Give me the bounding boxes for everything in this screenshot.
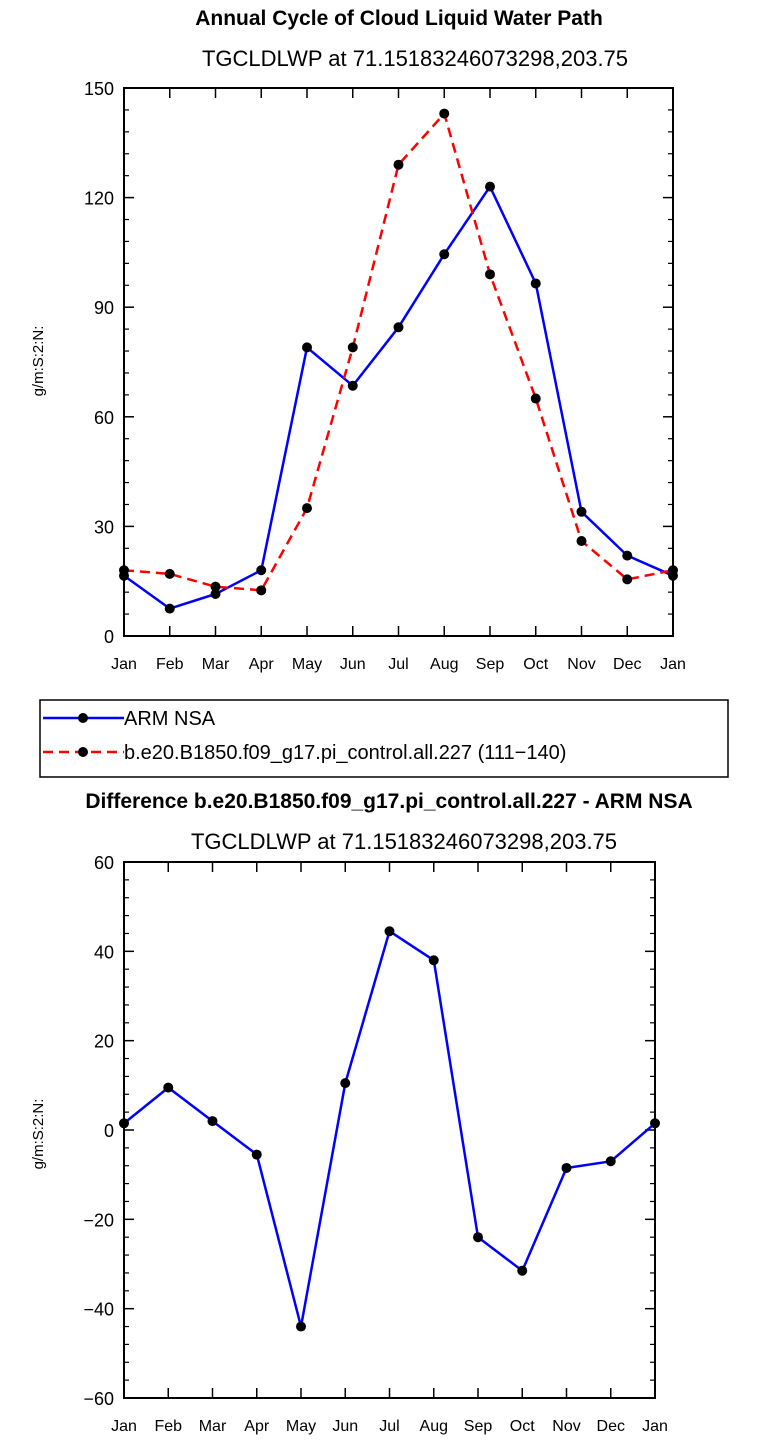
chart1-series-1-point <box>485 181 495 192</box>
chart2-series-1-point <box>119 1118 129 1129</box>
chart1-series-1-point <box>164 603 175 614</box>
chart1-ytick-label: 60 <box>94 408 114 428</box>
chart1-ytick-label: 150 <box>84 79 114 99</box>
chart2-ytick-label: 0 <box>104 1121 114 1141</box>
chart2-series-1-point <box>296 1321 306 1332</box>
chart2-xtick-label: Mar <box>199 1418 227 1435</box>
chart1-ytick-label: 0 <box>104 627 114 647</box>
chart1-series-1-point <box>347 380 358 391</box>
chart1-series-2-point <box>668 565 678 576</box>
chart2-series-1-point <box>163 1082 174 1093</box>
chart1-series-1-point <box>622 550 633 561</box>
chart1-series-2-point <box>164 568 175 579</box>
chart1-xtick-label: Jan <box>111 656 137 673</box>
chart1-series-1-point <box>393 322 404 333</box>
chart2-ytick-label: −60 <box>83 1389 114 1409</box>
chart1-ytick-label: 120 <box>84 189 114 209</box>
chart1-series-1-point <box>530 278 541 289</box>
chart2-ytick-label: 60 <box>94 853 114 873</box>
chart2-series-1-point <box>384 926 395 937</box>
chart2-xtick-label: Jun <box>332 1418 358 1435</box>
chart1-series-line-2 <box>123 112 674 592</box>
chart2-plot-area <box>119 926 660 1332</box>
legend-label-arm: ARM NSA <box>124 708 216 730</box>
chart1-series-2-point <box>622 574 633 585</box>
legend-marker-model <box>78 747 88 757</box>
chart2-xtick-label: Sep <box>464 1418 493 1435</box>
chart2-series-1-point <box>251 1149 262 1160</box>
chart1-frame <box>123 87 674 637</box>
chart2-xtick-label: Jan <box>642 1418 668 1435</box>
chart2-ytick-label: 40 <box>94 942 114 962</box>
chart2-axes: −60 −40 −20 0 20 40 60 Jan Feb Mar Apr May Jun Jul Aug… <box>83 853 667 1435</box>
chart1-xtick-label: Jul <box>388 656 408 673</box>
chart2-xtick-label: Nov <box>552 1418 580 1435</box>
chart2-xtick-label: Jan <box>111 1418 137 1435</box>
chart1-series-2-point <box>210 581 221 592</box>
chart2-ytick-label: 20 <box>94 1032 114 1052</box>
chart2-xtick-label: Apr <box>244 1418 270 1435</box>
chart1-xtick-label: Jan <box>660 656 686 673</box>
chart1-series-line-1 <box>123 185 674 610</box>
chart1-ylabel: g/m:S:2:N: <box>30 326 47 397</box>
chart1-series-2-point <box>347 342 358 353</box>
chart1-series-2-point <box>485 269 495 280</box>
chart1-series-2-point <box>302 503 312 514</box>
chart1-series-1-point <box>256 565 267 576</box>
chart1-title: Annual Cycle of Cloud Liquid Water Path <box>195 7 603 30</box>
chart1-ytick-label: 90 <box>94 298 114 318</box>
chart2-series-1-point <box>517 1265 528 1276</box>
chart1-series-1-point <box>302 342 312 353</box>
chart1-xtick-label: Sep <box>476 656 505 673</box>
legend-label-model: b.e20.B1850.f09_g17.pi_control.all.227 (… <box>124 742 566 764</box>
chart2-series-1-point <box>605 1156 616 1167</box>
chart2-series-1-point <box>340 1078 351 1089</box>
chart1-plot-area <box>119 108 678 614</box>
chart1-axes: 0 30 60 90 120 150 Jan Feb Mar Apr May Jun Jul Aug Sep… <box>84 79 686 673</box>
chart1-xtick-label: May <box>292 656 322 673</box>
chart2-series-1-point <box>650 1118 660 1129</box>
chart2-series-line-1 <box>123 929 656 1328</box>
legend-box <box>39 699 729 778</box>
chart2-xtick-label: Oct <box>510 1418 535 1435</box>
chart2-xtick-label: Feb <box>154 1418 182 1435</box>
chart1-xtick-label: Aug <box>430 656 458 673</box>
chart2-xtick-label: May <box>286 1418 316 1435</box>
chart2-series-1-point <box>473 1232 483 1243</box>
chart1-series-1-point <box>210 588 221 599</box>
chart1-series-2-point <box>393 159 404 170</box>
chart1-series-2-point <box>119 565 129 576</box>
chart1-series-1-point <box>439 249 450 260</box>
chart1-series-2-point <box>576 536 587 547</box>
chart1-xtick-label: Mar <box>202 656 230 673</box>
chart1-subtitle: TGCLDLWP at 71.15183246073298,203.75 <box>202 46 628 71</box>
chart1-ytick-label: 30 <box>94 517 114 537</box>
chart2-title: Difference b.e20.B1850.f09_g17.pi_contro… <box>85 790 692 813</box>
chart2-ylabel: g/m:S:2:N: <box>30 1099 47 1170</box>
chart1-xtick-label: Jun <box>340 656 366 673</box>
chart1-series-2-point <box>530 393 541 404</box>
chart2-series-1-point <box>561 1162 572 1173</box>
chart2-series-1-point <box>207 1116 218 1127</box>
chart1-xtick-label: Dec <box>613 656 641 673</box>
legend-marker-arm <box>78 713 88 723</box>
chart1-xtick-label: Oct <box>523 656 548 673</box>
chart2-xtick-label: Jul <box>379 1418 399 1435</box>
chart2-series-1-point <box>428 955 439 966</box>
chart1-series-2-point <box>256 585 267 596</box>
chart1-xtick-label: Nov <box>567 656 595 673</box>
chart2-ytick-label: −20 <box>83 1210 114 1230</box>
chart2-xtick-label: Dec <box>597 1418 625 1435</box>
chart1-series-2-point <box>439 108 450 119</box>
chart1-xtick-label: Feb <box>156 656 184 673</box>
chart2-subtitle: TGCLDLWP at 71.15183246073298,203.75 <box>191 829 617 854</box>
chart1-series-1-point <box>576 506 587 517</box>
chart1-xtick-label: Apr <box>249 656 275 673</box>
chart2-frame <box>123 861 656 1399</box>
chart2-ytick-label: −40 <box>83 1300 114 1320</box>
chart2-xtick-label: Aug <box>420 1418 448 1435</box>
legend: ARM NSA b.e20.B1850.f09_g17.pi_control.a… <box>39 699 729 778</box>
